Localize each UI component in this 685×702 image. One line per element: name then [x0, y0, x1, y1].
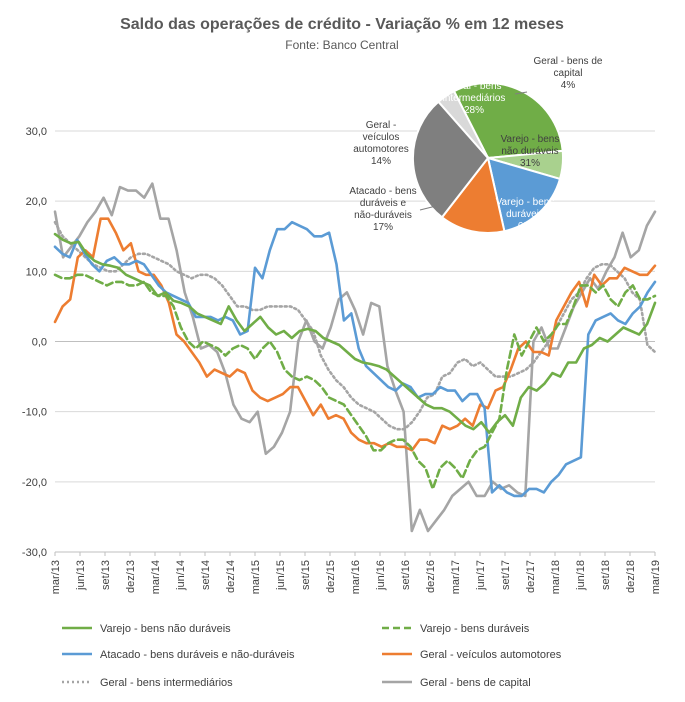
x-axis: mar/13 jun/13 set/13 dez/13 mar/14 jun/14 set/… [50, 552, 662, 594]
legend-label-3: Geral - veículos automotores [420, 649, 562, 661]
pie-label-4: Geral - bens intermediários 28% [443, 81, 506, 116]
pie-slice-3 [440, 155, 506, 234]
x-tick-label: mar/14 [150, 560, 162, 594]
y-tick-label: -20,0 [22, 477, 47, 489]
chart-title: Saldo das operações de crédito - Variaçã… [120, 16, 564, 33]
inset-pie-chart: Varejo - bens não duráveis 31% Varejo - ben… [349, 56, 603, 234]
legend-label-5: Geral - bens de capital [420, 677, 531, 689]
pie-label-5: Geral - bens de capital 4% [534, 56, 603, 91]
x-tick-label: set/17 [500, 560, 512, 590]
chart-subtitle: Fonte: Banco Central [285, 38, 398, 52]
y-tick-label: 30,0 [26, 126, 47, 138]
pie-slice-4 [411, 100, 490, 219]
x-tick-label: mar/15 [250, 560, 262, 594]
x-tick-label: jun/13 [75, 560, 87, 591]
x-tick-label: set/16 [400, 560, 412, 590]
series-line-5 [53, 182, 657, 533]
x-tick-label: set/18 [600, 560, 612, 590]
x-tick-label: mar/18 [550, 560, 562, 594]
y-tick-label: -10,0 [22, 407, 47, 419]
y-axis: 30,0 20,0 10,0 0,0 -10,0 -20,0 -30,0 [22, 126, 47, 559]
x-tick-label: mar/16 [350, 560, 362, 594]
x-tick-label: jun/16 [375, 560, 387, 591]
plot-area [53, 182, 657, 533]
y-tick-label: 20,0 [26, 196, 47, 208]
x-tick-label: mar/13 [50, 560, 62, 594]
pie-slice-5 [436, 89, 489, 159]
series-line-0 [53, 232, 657, 435]
x-tick-label: set/14 [200, 560, 212, 590]
x-tick-label: jun/15 [275, 560, 287, 591]
legend-label-1: Varejo - bens duráveis [420, 623, 530, 635]
x-tick-label: mar/17 [450, 560, 462, 594]
y-tick-label: -30,0 [22, 547, 47, 559]
x-tick-label: jun/18 [575, 560, 587, 591]
x-tick-label: jun/17 [475, 560, 487, 591]
pie-label-1: Varejo - bens duráveis 6% [496, 197, 555, 232]
pie-slice-2 [486, 156, 562, 233]
legend-label-4: Geral - bens intermediários [100, 677, 233, 689]
x-tick-label: dez/18 [625, 560, 637, 593]
series-line-3 [53, 217, 657, 452]
x-tick-label: set/15 [300, 560, 312, 590]
pie-label-2: Atacado - bens duráveis e não-duráveis 17% [349, 186, 416, 233]
legend-label-2: Atacado - bens duráveis e não-duráveis [100, 649, 295, 661]
pie-label-0: Varejo - bens não duráveis 31% [501, 134, 560, 169]
legend-label-0: Varejo - bens não duráveis [100, 623, 231, 635]
x-tick-label: dez/16 [425, 560, 437, 593]
x-tick-label: jun/14 [175, 560, 187, 591]
pie-leader-line [419, 204, 441, 211]
x-tick-label: set/13 [100, 560, 112, 590]
legend: Varejo - bens não duráveis Varejo - bens … [62, 623, 562, 689]
pie-label-3: Geral -veículos automotores 14% [353, 120, 409, 167]
y-tick-label: 0,0 [32, 337, 47, 349]
x-tick-label: dez/15 [325, 560, 337, 593]
y-tick-label: 10,0 [26, 266, 47, 278]
pie-leader-line [514, 91, 528, 95]
x-tick-label: dez/13 [125, 560, 137, 593]
x-tick-label: dez/14 [225, 560, 237, 593]
x-tick-label: dez/17 [525, 560, 537, 593]
series-line-2 [53, 220, 657, 498]
x-tick-label: mar/19 [650, 560, 662, 594]
